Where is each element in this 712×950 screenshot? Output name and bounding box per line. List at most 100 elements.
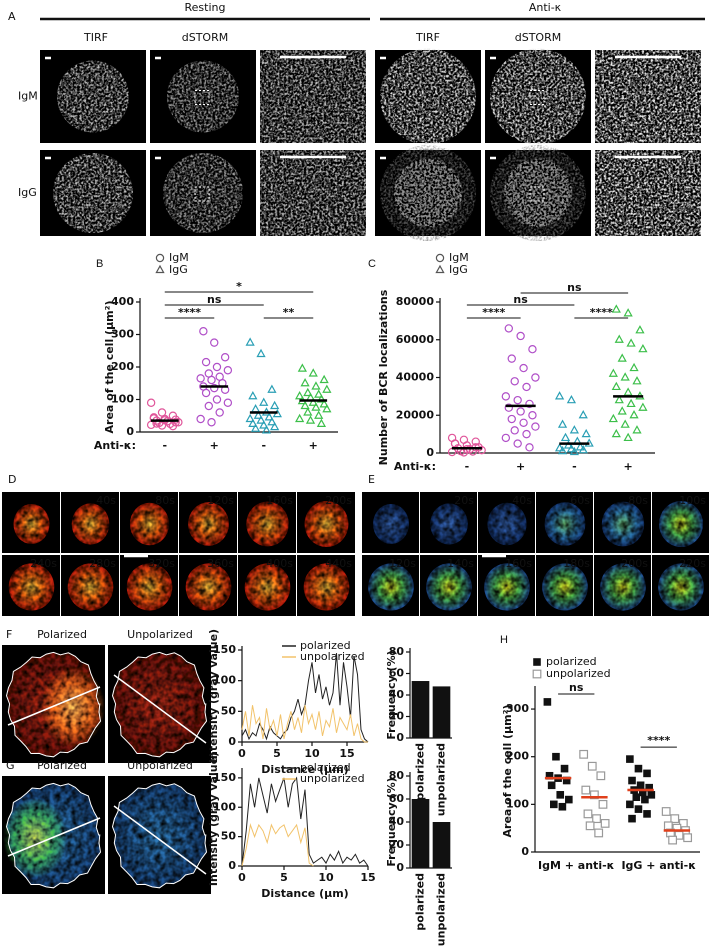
legend-label: unpolarized	[546, 667, 611, 680]
point	[504, 403, 513, 412]
y-tick-label: 50	[221, 830, 237, 843]
y-tick-label: 0	[396, 861, 404, 874]
time-label: 160s	[266, 494, 293, 507]
point	[447, 447, 457, 457]
point	[174, 418, 183, 427]
x-tick-label: +	[309, 439, 318, 452]
cell-outline	[111, 651, 208, 758]
cell-signal	[71, 503, 110, 545]
point	[516, 407, 525, 416]
point	[579, 749, 589, 759]
time-label: 200s	[621, 557, 648, 570]
x-tick-label: 15	[339, 747, 354, 760]
point	[569, 446, 579, 456]
point	[510, 377, 519, 386]
row-label: Anti-κ:	[94, 439, 136, 452]
point	[501, 433, 511, 443]
point	[248, 418, 258, 427]
profile-line	[113, 805, 207, 875]
point	[300, 378, 310, 387]
point	[199, 327, 208, 336]
time-label: 280s	[89, 557, 116, 570]
point	[201, 388, 211, 398]
point	[661, 807, 671, 816]
row-label: IgM	[18, 90, 38, 103]
point	[560, 432, 571, 442]
legend-label: polarized	[300, 761, 351, 774]
panel-letter: F	[6, 628, 12, 641]
x-tick-label: -	[465, 460, 470, 473]
time-label: 440s	[325, 557, 352, 570]
point	[562, 776, 571, 785]
point	[522, 429, 531, 439]
y-tick-label: 0	[426, 446, 434, 459]
time-label: 120s	[389, 557, 416, 570]
point	[557, 419, 568, 428]
x-tick-label: 10	[304, 747, 320, 760]
cell-signal	[544, 502, 586, 546]
point	[557, 445, 568, 455]
cell-signal	[129, 502, 170, 546]
point	[585, 821, 595, 831]
x-tick-label: 0	[238, 871, 246, 884]
y-tick-label: 60	[389, 667, 405, 680]
x-tick-label: IgG + anti-κ	[621, 859, 696, 872]
column-label: TIRF	[83, 31, 108, 44]
point	[617, 406, 627, 415]
y-axis-title: Frequency (%)	[385, 650, 398, 739]
point	[212, 362, 222, 372]
point	[196, 374, 205, 383]
y-tick-label: 0	[521, 845, 529, 858]
panel-letter: E	[368, 473, 375, 486]
point	[223, 366, 233, 375]
time-label: 120s	[207, 494, 234, 507]
point	[256, 348, 266, 358]
point	[592, 814, 601, 824]
y-tick-label: 20	[389, 710, 405, 723]
cell-signal	[304, 501, 349, 547]
point	[543, 698, 552, 706]
micrograph-signal	[380, 48, 476, 145]
point	[267, 417, 277, 426]
y-axis-title: Intensity (gray value)	[207, 629, 220, 763]
point	[556, 791, 565, 799]
cell-signal	[430, 503, 468, 545]
x-tick-label: unpolarized	[435, 743, 448, 816]
point	[632, 425, 642, 434]
y-tick-label: 0	[228, 735, 236, 748]
y-tick-label: 60000	[396, 333, 435, 346]
cell-signal	[600, 563, 646, 611]
cell-signal	[659, 501, 703, 547]
point	[223, 398, 233, 407]
point	[611, 381, 621, 391]
point	[316, 418, 327, 427]
x-tick-label: polarized	[414, 743, 427, 801]
point	[608, 413, 618, 423]
x-tick-label: -	[261, 439, 266, 452]
time-label: 160s	[505, 557, 532, 570]
point	[311, 381, 321, 390]
point	[634, 805, 643, 813]
cell-signal	[601, 501, 645, 547]
point	[626, 338, 636, 347]
panel-letter: B	[96, 258, 103, 270]
point	[207, 375, 216, 385]
bar	[432, 686, 451, 738]
condition-label: Resting	[185, 1, 226, 14]
point	[545, 771, 554, 780]
point	[303, 407, 313, 416]
point	[212, 395, 222, 404]
point	[528, 411, 537, 420]
point	[196, 414, 205, 424]
significance-label: ****	[482, 306, 505, 319]
point	[596, 771, 606, 781]
point	[531, 373, 540, 382]
point	[308, 397, 318, 406]
time-label: 20s	[454, 494, 474, 507]
point	[507, 414, 516, 424]
y-tick-label: 20000	[396, 408, 435, 421]
point	[547, 781, 556, 790]
point	[155, 264, 165, 274]
point	[305, 415, 316, 424]
point	[629, 410, 639, 419]
